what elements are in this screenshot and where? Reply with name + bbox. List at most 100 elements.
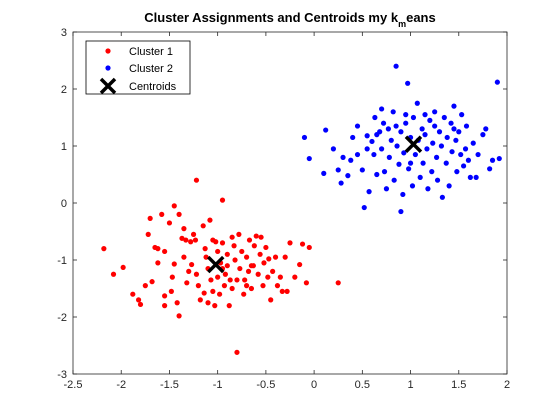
cluster-1-point (192, 237, 199, 243)
cluster-1-point (149, 279, 155, 285)
cluster-2-point (475, 151, 481, 158)
y-tick-label: -2 (57, 312, 67, 324)
cluster-2-point (405, 80, 411, 86)
x-tick-label: 0 (311, 379, 317, 391)
cluster-1-point (215, 274, 221, 280)
cluster-1-point (162, 248, 168, 255)
cluster-2-point (409, 183, 416, 189)
cluster-2-point (461, 163, 467, 169)
centroid-marker (404, 135, 423, 154)
cluster-2-point (372, 114, 378, 121)
cluster-1-point (234, 349, 240, 355)
cluster-1-point (195, 283, 201, 289)
cluster-2-point (419, 126, 425, 132)
cluster-1-point (174, 300, 180, 306)
cluster-2-point (348, 157, 354, 163)
cluster-1-point (183, 237, 189, 243)
cluster-2-point (496, 155, 502, 162)
cluster-2-point (401, 150, 407, 156)
cluster-1-point (176, 211, 182, 217)
cluster-1-point (274, 283, 281, 289)
cluster-2-point (456, 129, 462, 135)
cluster-2-point (393, 123, 399, 129)
cluster-1-point (193, 271, 200, 277)
cluster-1-point (219, 197, 226, 203)
cluster-1-point (190, 231, 197, 237)
cluster-2-point (359, 167, 365, 173)
cluster-2-point (374, 132, 380, 138)
cluster-2-point (354, 151, 361, 158)
cluster-1-point (231, 243, 237, 249)
cluster-1-point (110, 271, 117, 277)
cluster-2-point (436, 129, 443, 135)
cluster-2-point (473, 174, 479, 180)
cluster-2-point (438, 143, 445, 149)
cluster-1-point (227, 277, 233, 283)
cluster-1-point (257, 251, 263, 257)
cluster-2-point (459, 112, 465, 118)
cluster-1-point (224, 251, 230, 257)
cluster-1-point (297, 261, 303, 268)
cluster-1-point (270, 268, 276, 274)
cluster-2-point (449, 149, 455, 155)
cluster-1-point (210, 288, 216, 294)
cluster-2-point (301, 134, 308, 141)
cluster-2-point (494, 79, 500, 85)
cluster-2-point (335, 167, 341, 173)
cluster-1-point (237, 265, 243, 272)
cluster-1-point (142, 283, 148, 289)
cluster-2-point (467, 174, 473, 180)
cluster-1-point (287, 240, 293, 246)
cluster-2-point (390, 109, 396, 115)
cluster-2-point (410, 114, 417, 121)
cluster-1-point (215, 248, 221, 255)
cluster-1-point (279, 288, 285, 294)
cluster-1-point (208, 277, 214, 283)
cluster-2-point (406, 166, 412, 172)
centroid-marker (207, 255, 225, 274)
cluster-1-point (306, 244, 312, 251)
cluster-2-point (407, 160, 414, 166)
cluster-2-point (465, 157, 472, 163)
cluster-2-point (393, 63, 399, 69)
cluster-2-point (430, 140, 436, 146)
cluster-2-point (340, 154, 346, 160)
cluster-2-point (454, 169, 460, 175)
cluster-2-point (434, 154, 440, 160)
cluster-1-point (162, 303, 168, 309)
cluster-2-point (444, 134, 450, 141)
legend-box (85, 40, 191, 95)
cluster-1-point (303, 280, 309, 286)
cluster-1-point (120, 264, 126, 271)
x-tick-label: -0.5 (256, 379, 275, 391)
cluster-2-point (451, 126, 457, 132)
cluster-2-point (483, 126, 489, 132)
cluster-1-point (272, 254, 279, 260)
cluster-2-point (391, 177, 397, 183)
cluster-1-point (212, 303, 218, 309)
cluster-2-point (470, 140, 476, 146)
legend-label-centroids: Centroids (129, 81, 177, 93)
cluster-2-point (427, 117, 433, 123)
cluster-2-point (425, 186, 431, 192)
cluster-2-point (398, 129, 404, 135)
cluster-2-point (424, 146, 430, 152)
cluster-2-point (338, 180, 344, 186)
cluster-1-point (155, 246, 161, 252)
cluster-2-point (364, 146, 370, 152)
cluster-1-point (168, 288, 174, 294)
cluster-2-point (323, 127, 329, 133)
cluster-2-point (417, 174, 423, 180)
cluster-2-point (330, 146, 336, 152)
cluster-2-point (458, 151, 464, 158)
cluster-1-point (335, 280, 341, 286)
cluster-2-point (403, 112, 409, 118)
cluster-1-point (242, 277, 248, 283)
cluster-2-point (350, 134, 356, 141)
cluster-2-point (441, 114, 447, 121)
cluster-1-point (145, 231, 151, 237)
axes (72, 31, 508, 375)
cluster-1-point (197, 297, 203, 303)
cluster-2-point (432, 109, 438, 115)
